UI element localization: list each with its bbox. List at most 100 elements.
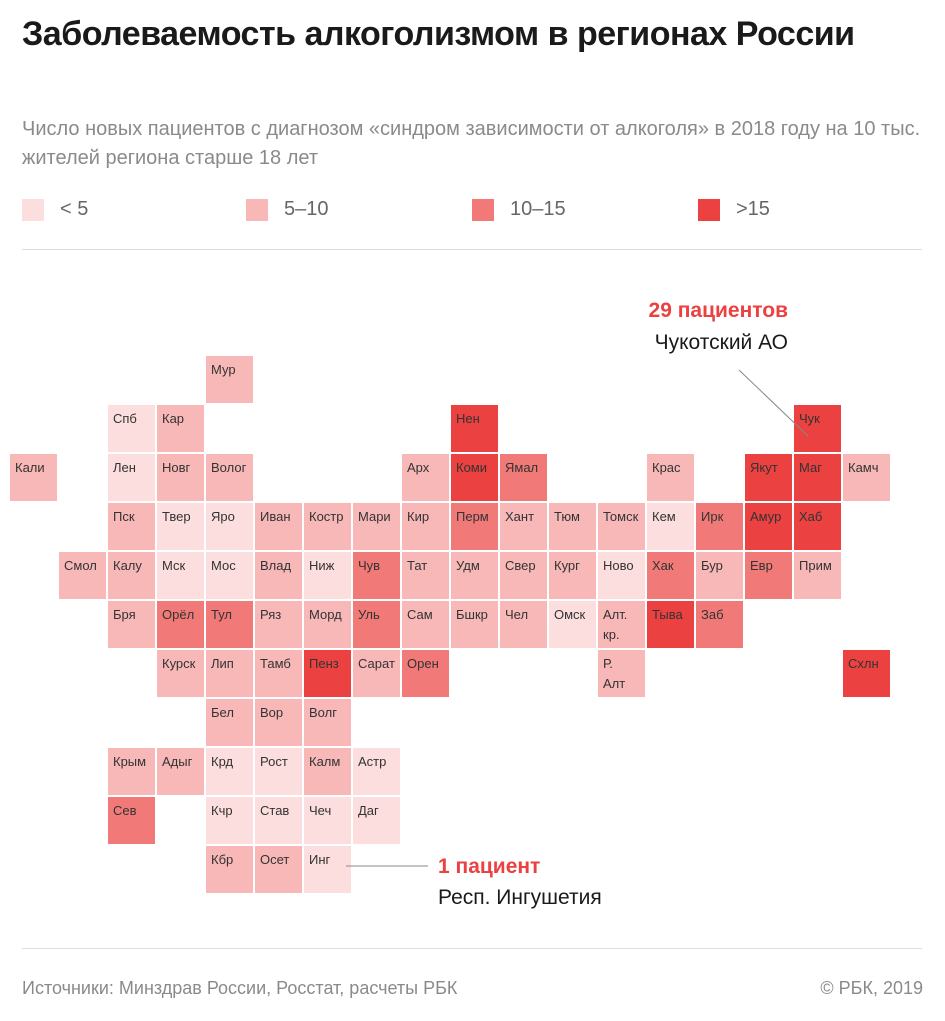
- region-tile: [451, 601, 498, 648]
- region-tile-label: Ниж: [309, 558, 335, 573]
- region-tile-label: Якут: [750, 460, 778, 475]
- region-tile: [500, 503, 547, 550]
- region-tile: [745, 454, 792, 501]
- region-tile-label: Мур: [211, 362, 236, 377]
- region-tile: [206, 552, 253, 599]
- region-tile-label: Хак: [652, 558, 674, 573]
- region-tile: [451, 454, 498, 501]
- region-tile-label: Удм: [456, 558, 480, 573]
- region-tile-label: Став: [260, 803, 289, 818]
- region-tile: [108, 748, 155, 795]
- region-tile: [549, 503, 596, 550]
- region-tile-label: Осет: [260, 852, 289, 867]
- region-tile-label: Адыг: [162, 754, 193, 769]
- region-tile-label: Волг: [309, 705, 337, 720]
- region-tile: [206, 601, 253, 648]
- region-tile-label: Астр: [358, 754, 386, 769]
- region-tile: [108, 601, 155, 648]
- region-tile-label: Бря: [113, 607, 136, 622]
- region-tile-label: Калм: [309, 754, 340, 769]
- region-tile: [255, 503, 302, 550]
- region-tile-label: Смол: [64, 558, 97, 573]
- region-tile: [451, 503, 498, 550]
- region-tile: [157, 503, 204, 550]
- region-tile: [255, 748, 302, 795]
- region-tile: [255, 552, 302, 599]
- region-tile-label: Костр: [309, 509, 344, 524]
- region-tile-label: Пск: [113, 509, 135, 524]
- region-tile-label: Мари: [358, 509, 391, 524]
- region-tile: [255, 699, 302, 746]
- region-tile: [402, 552, 449, 599]
- region-tile: [304, 797, 351, 844]
- region-tile: [157, 454, 204, 501]
- region-tile: [843, 454, 890, 501]
- region-tile-label: Ново: [603, 558, 634, 573]
- region-tile-label: Схлн: [848, 656, 879, 671]
- region-tile: [647, 503, 694, 550]
- region-tile: [206, 748, 253, 795]
- region-tile-label: Бшкр: [456, 607, 488, 622]
- region-tile-label: Орен: [407, 656, 439, 671]
- region-tile-label: кр.: [603, 627, 620, 642]
- region-tile: [206, 356, 253, 403]
- region-tile: [794, 405, 841, 452]
- region-tile: [647, 552, 694, 599]
- region-tile: [598, 650, 645, 697]
- region-tile: [304, 748, 351, 795]
- region-tile: [353, 797, 400, 844]
- region-tile: [696, 552, 743, 599]
- region-tile: [255, 797, 302, 844]
- region-tile-label: Влад: [260, 558, 291, 573]
- region-tile-label: Бел: [211, 705, 234, 720]
- region-tile-label: Заб: [701, 607, 724, 622]
- legend-swatch-10-15: [472, 199, 494, 221]
- region-tile-label: Сев: [113, 803, 137, 818]
- region-tile-label: Чеч: [309, 803, 331, 818]
- chart-title: Заболеваемость алкоголизмом в регионах Р…: [22, 15, 855, 53]
- region-tile-label: Крым: [113, 754, 146, 769]
- region-tile-label: Перм: [456, 509, 489, 524]
- region-tile: [500, 601, 547, 648]
- region-tile-label: Калу: [113, 558, 142, 573]
- region-tile: [353, 748, 400, 795]
- region-tile: [304, 650, 351, 697]
- region-tile: [255, 601, 302, 648]
- region-tile-label: Коми: [456, 460, 487, 475]
- region-tile-label: Лен: [113, 460, 136, 475]
- region-tile-label: Тюм: [554, 509, 580, 524]
- region-tile-label: Кали: [15, 460, 45, 475]
- region-tile-label: Курск: [162, 656, 196, 671]
- bottom-divider: [22, 948, 922, 949]
- region-tile: [451, 552, 498, 599]
- region-tile: [500, 552, 547, 599]
- region-tile-label: Кург: [554, 558, 580, 573]
- region-tile: [157, 601, 204, 648]
- region-tile-label: Мос: [211, 558, 236, 573]
- region-tile: [794, 454, 841, 501]
- region-tile-label: Ямал: [505, 460, 538, 475]
- region-tile-label: Тат: [407, 558, 427, 573]
- region-tile: [304, 552, 351, 599]
- region-tile: [843, 650, 890, 697]
- region-tile: [353, 601, 400, 648]
- region-tile-label: Чук: [799, 411, 820, 426]
- region-tile: [696, 601, 743, 648]
- region-tile: [304, 601, 351, 648]
- region-tile: [402, 454, 449, 501]
- region-tile: [451, 405, 498, 452]
- legend-swatch-gt15: [698, 199, 720, 221]
- annotation-region-chukotka: Чукотский АО: [655, 331, 788, 354]
- region-tile: [353, 650, 400, 697]
- region-tile-label: Уль: [358, 607, 380, 622]
- region-tile: [402, 503, 449, 550]
- region-tile-label: Хант: [505, 509, 534, 524]
- region-tile-label: Кчр: [211, 803, 233, 818]
- footer-copyright: © РБК, 2019: [820, 978, 923, 998]
- region-tile-label: Амур: [750, 509, 781, 524]
- region-tile-label: Кир: [407, 509, 429, 524]
- annotations: 29 пациентов Чукотский АО 1 пациент Респ…: [346, 299, 809, 909]
- region-tile: [304, 503, 351, 550]
- region-tile-label: Крас: [652, 460, 681, 475]
- region-tile: [206, 699, 253, 746]
